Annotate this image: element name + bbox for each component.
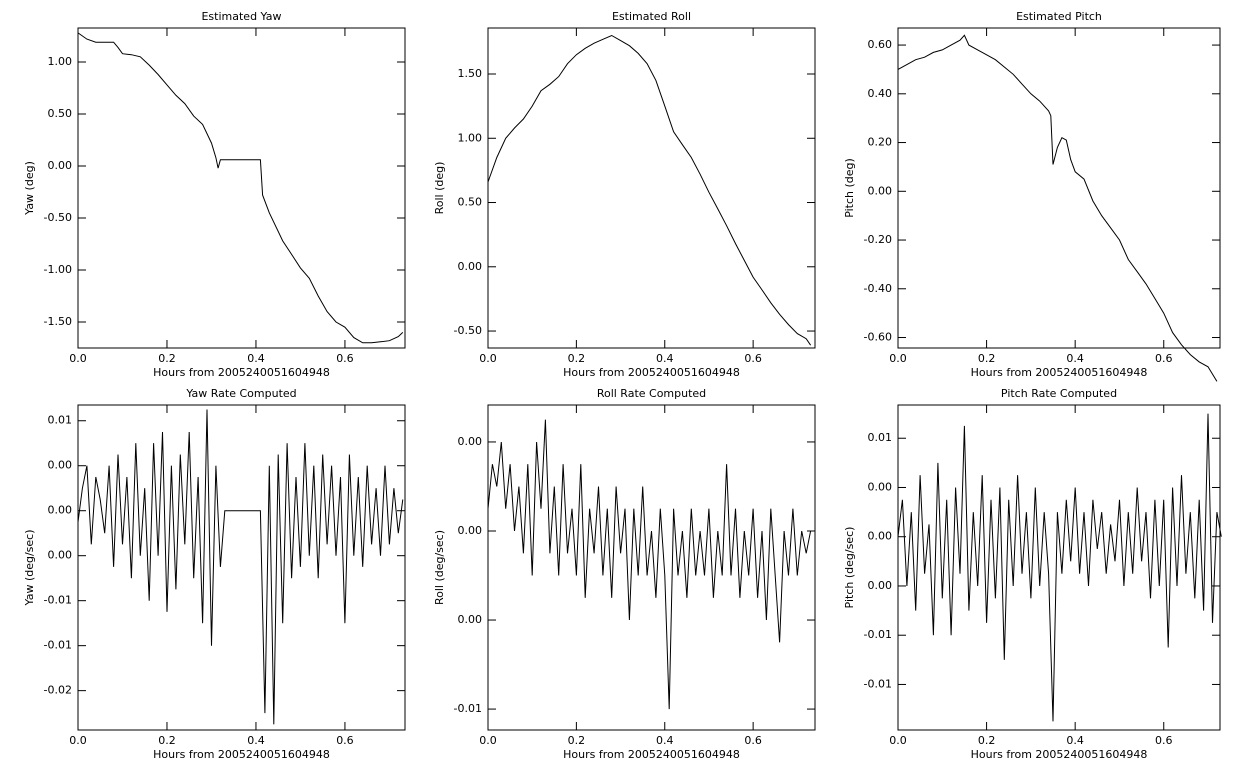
data-line (77, 409, 404, 725)
y-tick-label: 0.50 (48, 107, 73, 120)
chart-title: Estimated Pitch (1016, 10, 1102, 23)
y-tick-label: 1.50 (458, 67, 483, 80)
y-tick-label: 0.00 (48, 504, 73, 517)
x-tick-label: 0.2 (978, 734, 996, 747)
x-tick-label: 0.6 (744, 352, 762, 365)
y-axis-label: Yaw (deg/sec) (23, 529, 36, 606)
y-tick-label: -0.50 (44, 211, 72, 224)
chart-title: Roll Rate Computed (597, 387, 706, 400)
x-tick-label: 0.4 (656, 352, 674, 365)
y-tick-label: 0.60 (868, 38, 893, 51)
y-tick-label: 1.00 (458, 131, 483, 144)
x-tick-label: 0.0 (479, 352, 497, 365)
y-tick-label: -0.01 (454, 702, 482, 715)
x-tick-label: 0.6 (1155, 352, 1173, 365)
y-tick-label: -0.01 (44, 594, 72, 607)
x-tick-label: 0.2 (158, 734, 176, 747)
y-tick-label: -0.20 (864, 233, 892, 246)
y-axis-label: Roll (deg/sec) (433, 530, 446, 605)
x-axis-label: Hours from 2005240051604948 (971, 366, 1148, 379)
x-tick-label: 0.6 (336, 352, 354, 365)
plot-frame (77, 404, 406, 731)
x-axis-label: Hours from 2005240051604948 (563, 748, 740, 761)
x-tick-label: 0.2 (158, 352, 176, 365)
x-tick-label: 0.4 (1066, 352, 1084, 365)
y-axis-label: Pitch (deg) (843, 158, 856, 218)
x-tick-label: 0.0 (479, 734, 497, 747)
data-line (487, 419, 812, 710)
x-tick-label: 0.4 (656, 734, 674, 747)
y-tick-label: 0.01 (48, 414, 73, 427)
y-tick-label: -0.01 (44, 639, 72, 652)
plot-frame (77, 27, 406, 349)
y-tick-label: 0.00 (458, 613, 483, 626)
x-axis-label: Hours from 2005240051604948 (563, 366, 740, 379)
x-axis-label: Hours from 2005240051604948 (153, 748, 330, 761)
x-axis-label: Hours from 2005240051604948 (153, 366, 330, 379)
x-tick-label: 0.0 (69, 734, 87, 747)
data-line (487, 34, 812, 346)
data-line (897, 413, 1222, 722)
y-axis-label: Yaw (deg) (23, 161, 36, 216)
y-tick-label: 0.01 (868, 431, 893, 444)
x-axis-label: Hours from 2005240051604948 (971, 748, 1148, 761)
y-tick-label: -0.02 (44, 684, 72, 697)
y-tick-label: 0.00 (868, 530, 893, 543)
y-tick-label: 0.50 (458, 196, 483, 209)
plot-frame (897, 404, 1221, 731)
y-tick-label: -0.50 (454, 324, 482, 337)
y-tick-label: -0.01 (864, 628, 892, 641)
x-tick-label: 0.0 (889, 734, 907, 747)
chart-title: Pitch Rate Computed (1001, 387, 1117, 400)
x-tick-label: 0.2 (568, 734, 586, 747)
chart-title: Estimated Yaw (201, 10, 281, 23)
y-axis-label: Pitch (deg/sec) (843, 527, 856, 609)
y-tick-label: 0.40 (868, 87, 893, 100)
y-tick-label: -0.40 (864, 282, 892, 295)
y-tick-label: 0.00 (48, 459, 73, 472)
x-tick-label: 0.2 (568, 352, 586, 365)
y-tick-label: 0.00 (868, 184, 893, 197)
y-tick-label: -0.01 (864, 677, 892, 690)
y-tick-label: 0.00 (48, 549, 73, 562)
data-line (897, 34, 1218, 382)
y-tick-label: 0.00 (48, 159, 73, 172)
x-tick-label: 0.4 (1066, 734, 1084, 747)
plot-frame (487, 404, 816, 731)
x-tick-label: 0.0 (889, 352, 907, 365)
x-tick-label: 0.2 (978, 352, 996, 365)
x-tick-label: 0.0 (69, 352, 87, 365)
x-tick-label: 0.6 (744, 734, 762, 747)
x-tick-label: 0.6 (1155, 734, 1173, 747)
x-tick-label: 0.6 (336, 734, 354, 747)
y-axis-label: Roll (deg) (433, 162, 446, 215)
y-tick-label: -1.50 (44, 315, 72, 328)
y-tick-label: -1.00 (44, 263, 72, 276)
data-line (77, 32, 404, 344)
x-tick-label: 0.4 (247, 734, 265, 747)
plot-frame (897, 27, 1221, 349)
y-tick-label: 0.20 (868, 136, 893, 149)
y-tick-label: -0.60 (864, 331, 892, 344)
y-tick-label: 0.00 (868, 579, 893, 592)
y-tick-label: 0.00 (868, 480, 893, 493)
y-tick-label: 1.00 (48, 55, 73, 68)
chart-title: Estimated Roll (612, 10, 691, 23)
y-tick-label: 0.00 (458, 260, 483, 273)
chart-title: Yaw Rate Computed (185, 387, 296, 400)
y-tick-label: 0.00 (458, 435, 483, 448)
x-tick-label: 0.4 (247, 352, 265, 365)
y-tick-label: 0.00 (458, 524, 483, 537)
plot-frame (487, 27, 816, 349)
